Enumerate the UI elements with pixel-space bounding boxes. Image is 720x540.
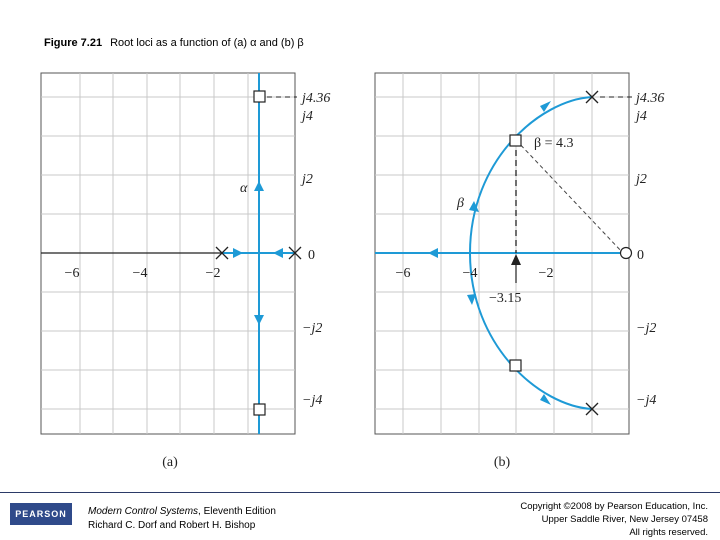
panel-a-direction-arrows [233,181,283,325]
panel-b-param-label: β [456,196,464,211]
panel-b-ytick-5: −j4 [636,393,656,408]
panel-a-param-label: α [240,181,248,196]
panel-a-caption: (a) [162,455,178,470]
book-title-line: Modern Control Systems, Eleventh Edition [88,505,276,519]
book-title: Modern Control Systems [88,506,199,517]
book-authors: Richard C. Dorf and Robert H. Bishop [88,520,256,531]
copyright-notice: Copyright ©2008 by Pearson Education, In… [520,500,708,539]
panel-a-ytick-3: j2 [300,172,313,187]
panel-a-zero-top [253,90,266,103]
panel-b-xtick-3: −2 [539,266,554,281]
panel-b-crossing-arrowhead [511,254,521,265]
footer-divider [0,492,720,493]
panel-b: −6 −4 −2 0 j4.36 j4 j2 −j2 −j4 β β = 4.3… [374,72,664,470]
panel-a-xtick-4: 0 [308,248,315,263]
book-edition: , Eleventh Edition [198,506,276,517]
figure-title: Figure 7.21 Root loci as a function of (a… [44,37,304,49]
figure-caption: Root loci as a function of (a) α and (b)… [110,37,304,49]
panel-b-closed-loop-bottom [509,359,522,372]
panel-b-gain-label: β = 4.3 [534,136,574,151]
panel-a-ytick-1: j4.36 [300,91,330,106]
root-locus-figure: −6 −4 −2 0 j4.36 j4 j2 −j2 −j4 α (a) [40,72,664,470]
panel-a-xtick-2: −4 [133,266,148,281]
pearson-logo: PEARSON [10,503,72,525]
panel-b-crossing-label: −3.15 [489,291,521,306]
panel-b-caption: (b) [494,455,511,470]
panel-a: −6 −4 −2 0 j4.36 j4 j2 −j2 −j4 α (a) [40,72,330,470]
panel-b-poles [585,90,599,416]
panel-a-ytick-4: −j2 [302,321,322,336]
panel-b-zero-origin [619,246,633,260]
panel-a-poles [215,246,302,260]
panel-a-xtick-1: −6 [65,266,80,281]
panel-a-ytick-2: j4 [300,109,313,124]
panel-b-diagonal-dash [515,139,624,254]
panel-b-ytick-4: −j2 [636,321,656,336]
copyright-line-1: Copyright ©2008 by Pearson Education, In… [520,501,708,512]
panel-b-xtick-4: 0 [637,248,644,263]
panel-b-ytick-2: j4 [634,109,647,124]
panel-b-xtick-2: −4 [463,266,478,281]
panel-b-closed-loop-top [509,134,522,147]
book-credit: Modern Control Systems, Eleventh Edition… [88,505,276,533]
panel-a-zero-bottom [253,403,266,416]
panel-a-ytick-5: −j4 [302,393,322,408]
copyright-line-3: All rights reserved. [629,527,708,538]
panel-b-ytick-3: j2 [634,172,647,187]
panel-b-ytick-1: j4.36 [634,91,664,106]
copyright-line-2: Upper Saddle River, New Jersey 07458 [541,514,708,525]
figure-number: Figure 7.21 [44,37,103,49]
panel-a-xtick-3: −2 [206,266,221,281]
panel-b-xtick-1: −6 [396,266,411,281]
panel-b-direction-arrows [428,101,551,405]
